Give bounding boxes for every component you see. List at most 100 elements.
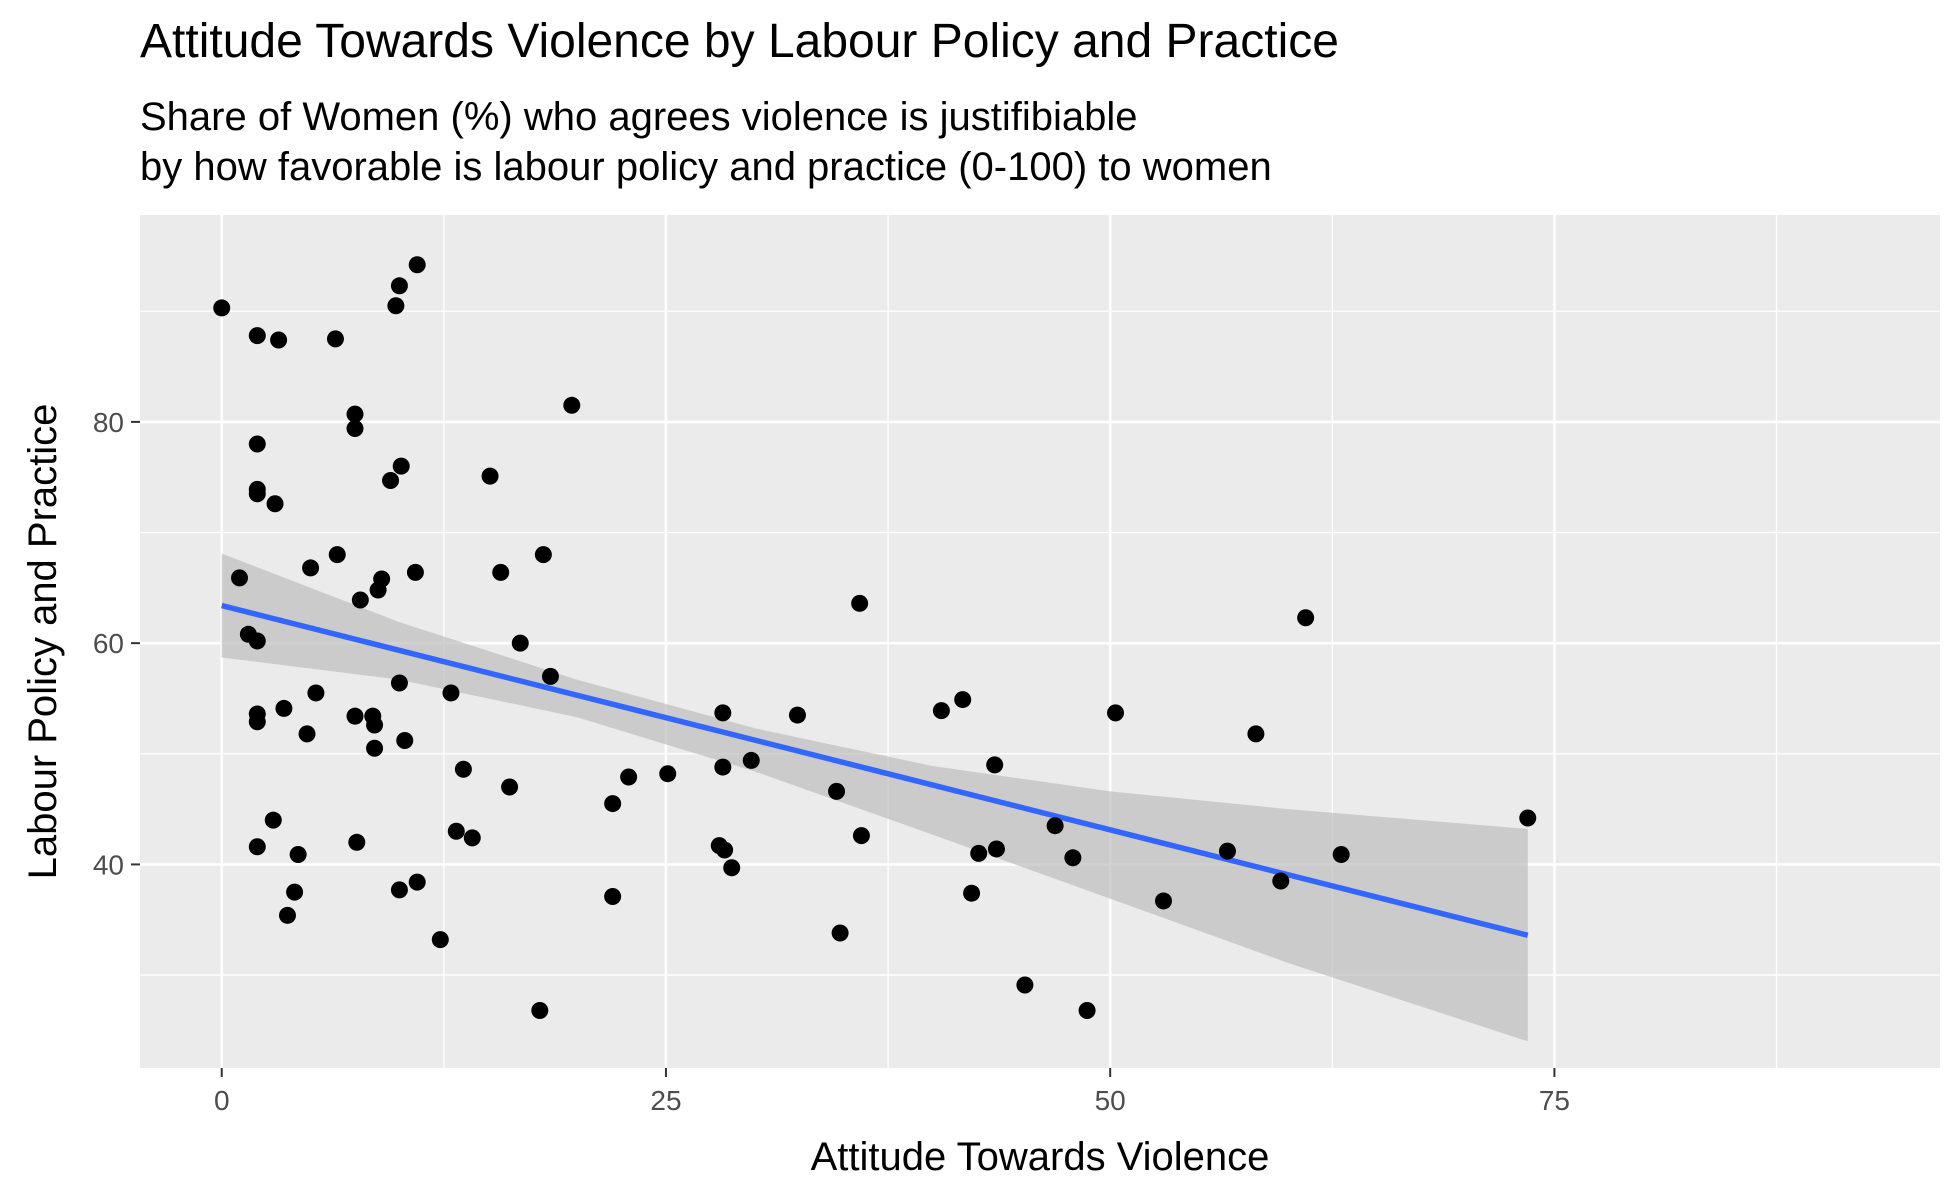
data-point xyxy=(563,396,581,414)
data-point xyxy=(447,822,465,840)
chart-title: Attitude Towards Violence by Labour Poli… xyxy=(140,15,1339,68)
data-point xyxy=(442,684,460,702)
data-point xyxy=(1218,842,1236,860)
data-point xyxy=(387,297,405,315)
data-point xyxy=(987,840,1005,858)
data-point xyxy=(831,924,849,942)
data-point xyxy=(463,829,481,847)
data-point xyxy=(231,569,249,587)
data-point xyxy=(714,704,732,722)
data-point xyxy=(346,420,364,438)
data-point xyxy=(534,546,552,564)
data-point xyxy=(270,331,288,349)
chart-subtitle: Share of Women (%) who agrees violence i… xyxy=(140,92,1272,192)
data-point xyxy=(716,841,734,859)
chart-subtitle-line-1: Share of Women (%) who agrees violence i… xyxy=(140,95,1138,139)
data-point xyxy=(1297,609,1315,627)
x-tick-label: 75 xyxy=(1539,1085,1570,1116)
data-point xyxy=(348,833,366,851)
data-points xyxy=(213,256,1537,1019)
data-point xyxy=(366,716,384,734)
y-tick-label: 40 xyxy=(93,849,124,880)
data-point xyxy=(932,702,950,720)
data-point xyxy=(390,674,408,692)
data-point xyxy=(266,495,284,513)
data-point xyxy=(289,845,307,863)
data-point xyxy=(541,667,559,685)
data-point xyxy=(963,884,981,902)
data-point xyxy=(723,859,741,877)
data-point xyxy=(373,570,391,588)
data-point xyxy=(298,725,316,743)
data-point xyxy=(264,811,282,829)
data-point xyxy=(454,760,472,778)
data-point xyxy=(307,684,325,702)
data-point xyxy=(1519,809,1537,827)
data-point xyxy=(852,827,870,845)
data-point xyxy=(431,931,449,949)
data-point xyxy=(851,594,869,612)
data-point xyxy=(742,751,760,769)
data-point xyxy=(1247,725,1265,743)
data-point xyxy=(326,330,344,348)
data-point xyxy=(408,873,426,891)
data-point xyxy=(531,1001,549,1019)
data-point xyxy=(286,883,304,901)
data-point xyxy=(620,768,638,786)
data-point xyxy=(248,632,266,650)
data-point xyxy=(302,559,320,577)
data-point xyxy=(828,782,846,800)
data-point xyxy=(406,563,424,581)
x-axis-label: Attitude Towards Violence xyxy=(811,1135,1270,1179)
data-point xyxy=(248,485,266,503)
x-axis: 0 25 50 75 xyxy=(214,1068,1570,1116)
data-point xyxy=(351,591,369,609)
y-tick-label: 60 xyxy=(93,628,124,659)
data-point xyxy=(1107,704,1125,722)
data-point xyxy=(248,713,266,731)
data-point xyxy=(1078,1001,1096,1019)
data-point xyxy=(382,472,400,490)
data-point xyxy=(986,756,1004,774)
data-point xyxy=(1272,872,1290,890)
data-point xyxy=(248,327,266,345)
data-point xyxy=(1064,849,1082,867)
data-point xyxy=(1332,845,1350,863)
data-point xyxy=(1046,817,1064,835)
data-point xyxy=(278,906,296,924)
data-point xyxy=(328,546,346,564)
data-point xyxy=(604,795,622,813)
y-axis: 40 60 80 xyxy=(93,407,140,880)
data-point xyxy=(346,707,364,725)
chart-subtitle-line-2: by how favorable is labour policy and pr… xyxy=(140,145,1272,189)
data-point xyxy=(248,838,266,856)
data-point xyxy=(501,778,519,796)
data-point xyxy=(1016,976,1034,994)
data-point xyxy=(604,888,622,906)
data-point xyxy=(492,563,510,581)
data-point xyxy=(970,844,988,862)
data-point xyxy=(366,739,384,757)
x-tick-label: 50 xyxy=(1095,1085,1126,1116)
data-point xyxy=(390,277,408,295)
data-point xyxy=(213,299,231,317)
x-tick-label: 25 xyxy=(650,1085,681,1116)
data-point xyxy=(659,765,677,783)
data-point xyxy=(511,634,529,652)
data-point xyxy=(714,758,732,776)
data-point xyxy=(788,706,806,724)
data-point xyxy=(408,256,426,274)
data-point xyxy=(396,732,414,750)
data-point xyxy=(275,699,293,717)
data-point xyxy=(1154,892,1172,910)
data-point xyxy=(248,435,266,453)
data-point xyxy=(346,405,364,423)
y-axis-label: Labour Policy and Practice xyxy=(21,404,65,880)
x-tick-label: 0 xyxy=(214,1085,230,1116)
data-point xyxy=(392,457,410,475)
data-point xyxy=(390,881,408,899)
data-point xyxy=(954,691,972,709)
regression-line xyxy=(221,602,1529,938)
data-point xyxy=(481,467,499,485)
